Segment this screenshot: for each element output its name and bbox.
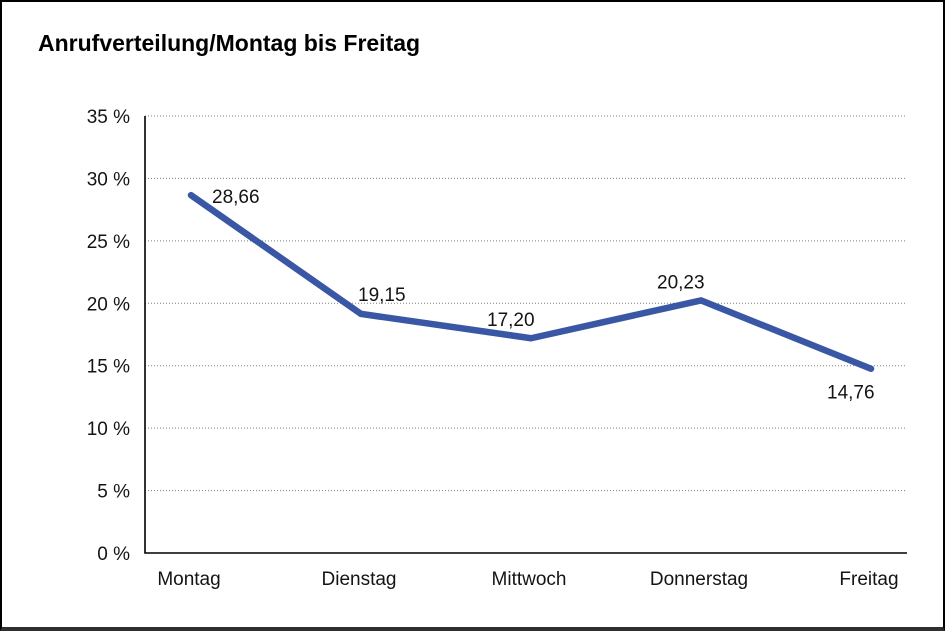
data-point-label: 14,76 xyxy=(827,383,875,404)
y-tick-label: 10 % xyxy=(87,419,130,440)
y-tick-label: 5 % xyxy=(97,482,130,503)
x-tick-label: Montag xyxy=(157,569,220,590)
x-tick-label: Freitag xyxy=(839,569,898,590)
y-tick-label: 20 % xyxy=(87,294,130,315)
axis-lines xyxy=(144,116,907,554)
data-point-label: 20,23 xyxy=(657,272,705,293)
y-tick-label: 35 % xyxy=(87,107,130,128)
series-line xyxy=(187,191,875,372)
x-tick-label: Donnerstag xyxy=(650,569,748,590)
data-point-label: 19,15 xyxy=(358,285,406,306)
chart-title: Anrufverteilung/Montag bis Freitag xyxy=(38,30,421,56)
x-tick-label: Dienstag xyxy=(322,569,397,590)
data-point-label: 28,66 xyxy=(212,187,260,208)
y-tick-label: 25 % xyxy=(87,232,130,253)
y-tick-label: 0 % xyxy=(97,544,130,565)
x-tick-label: Mittwoch xyxy=(492,569,567,590)
y-tick-label: 15 % xyxy=(87,357,130,378)
y-tick-label: 30 % xyxy=(87,169,130,190)
data-point-label: 17,20 xyxy=(487,310,535,331)
